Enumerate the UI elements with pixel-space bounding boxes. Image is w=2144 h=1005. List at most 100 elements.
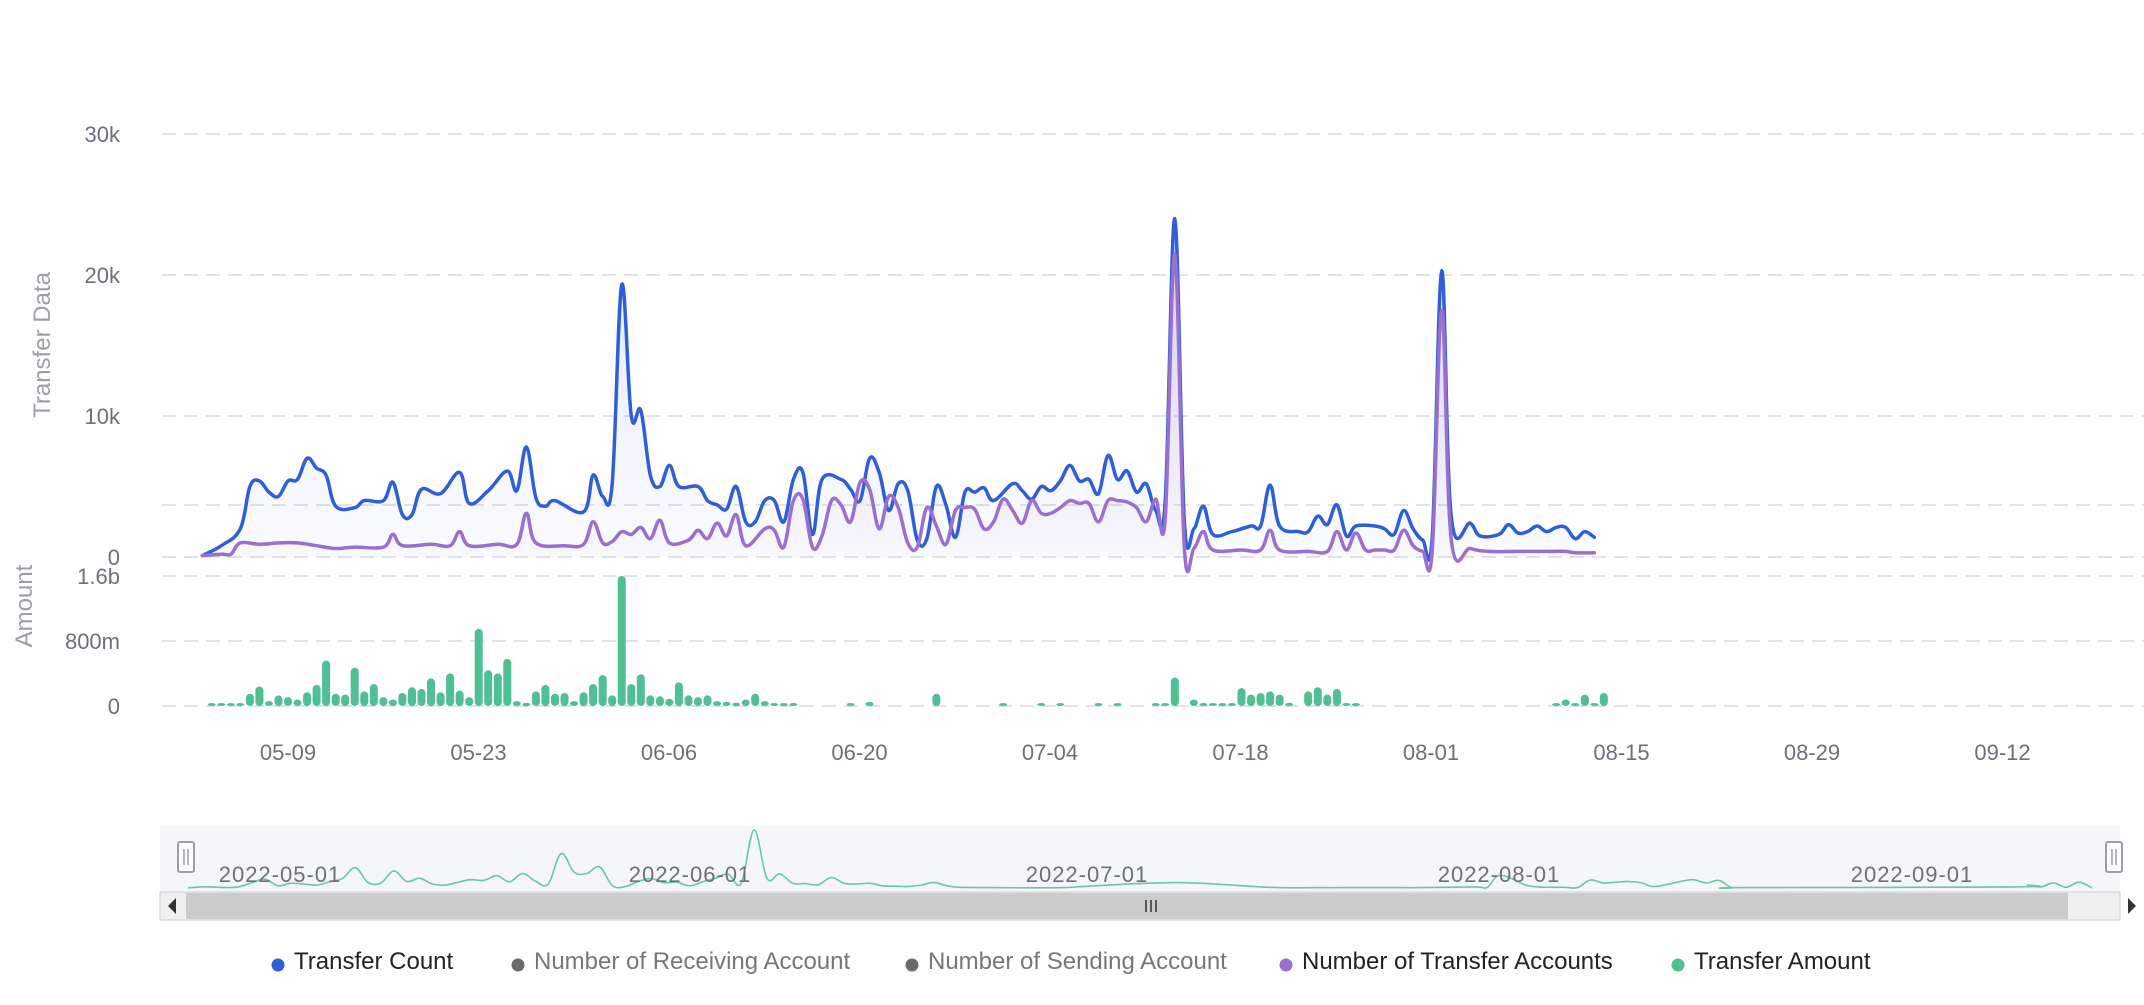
y-axis-title-bottom: Amount (11, 564, 38, 647)
y-tick-label-bottom: 1.6b (77, 564, 120, 589)
data-zoom-slider[interactable]: 2022-05-01 2022-06-01 2022-07-01 2022-08-01… (159, 826, 2136, 921)
zoom-date-label: 2022-07-01 (1026, 862, 1149, 887)
bar-mark (331, 693, 340, 706)
bar-mark (503, 658, 512, 706)
bar-mark (999, 703, 1008, 706)
zoom-date-label: 2022-08-01 (1438, 862, 1561, 887)
zoom-handle-left-box[interactable] (177, 841, 195, 873)
y-tick-label-top: 20k (85, 263, 121, 288)
bar-mark (379, 697, 388, 706)
bar-mark (493, 673, 502, 706)
bar-mark (1151, 703, 1160, 706)
legend: Transfer Count Number of Receiving Accoun… (271, 948, 1871, 975)
legend-item[interactable]: Number of Receiving Account (511, 948, 851, 975)
bar-mark (579, 692, 588, 706)
bar-mark (789, 703, 798, 706)
legend-marker (1671, 958, 1685, 972)
bar-mark (369, 684, 378, 706)
bar-mark (303, 692, 312, 706)
bar-mark (398, 693, 407, 706)
bar-mark (274, 695, 283, 706)
triangle-left-icon[interactable] (168, 898, 176, 914)
y-tick-label-top: 0 (108, 545, 120, 570)
bar-mark (1218, 703, 1227, 706)
bar-mark (1285, 702, 1294, 707)
legend-label: Number of Sending Account (928, 948, 1227, 975)
triangle-right-icon[interactable] (2128, 898, 2136, 914)
bar-mark (932, 693, 941, 706)
grid-layer (162, 133, 2144, 707)
bar-mark (779, 703, 788, 706)
bar-mark (322, 660, 331, 706)
bar-mark (1256, 693, 1265, 706)
zoom-handle-right-box[interactable] (2105, 841, 2123, 873)
bar-mark (417, 688, 426, 706)
bar-mark (1323, 694, 1332, 706)
bar-mark (427, 678, 435, 706)
zoom-preview-line (187, 829, 2093, 890)
bar-mark (674, 682, 683, 706)
zoom-date-label: 2022-09-01 (1851, 862, 1974, 887)
bar-mark (1037, 703, 1046, 706)
bar-mark (608, 695, 617, 706)
bar-mark (264, 701, 273, 706)
legend-marker (511, 958, 525, 972)
bar-mark (531, 691, 540, 706)
legend-marker (1279, 958, 1293, 972)
bar-mark (732, 702, 741, 707)
bar-mark (255, 686, 264, 706)
zoom-preview (187, 829, 2093, 890)
zoom-scrollbar-thumb[interactable] (186, 893, 2068, 919)
bar-mark (245, 693, 254, 706)
legend-item[interactable]: Number of Transfer Accounts (1279, 948, 1613, 975)
bar-mark (1332, 688, 1341, 706)
bar-mark (217, 703, 226, 706)
y-tick-label-top: 10k (85, 404, 121, 429)
bar-mark (1304, 691, 1313, 706)
bar-mark (1228, 703, 1236, 706)
legend-item[interactable]: Transfer Count (271, 948, 454, 975)
y-tick-label-bottom: 800m (65, 629, 120, 654)
bar-mark (1199, 703, 1208, 706)
bar-mark (512, 701, 521, 706)
bar-mark (713, 701, 722, 706)
bar-mark (551, 693, 559, 706)
bar-mark (1599, 693, 1608, 706)
bar-mark (1275, 694, 1284, 706)
series-line (200, 216, 1597, 562)
bar-mark (446, 673, 455, 706)
legend-item[interactable]: Number of Sending Account (905, 948, 1228, 975)
bar-mark (484, 670, 493, 707)
zoom-handle-right[interactable] (2105, 841, 2123, 873)
bar-mark (598, 675, 607, 706)
line-layer (200, 216, 1597, 574)
bar-mark (655, 696, 664, 707)
bar-mark (1094, 703, 1103, 706)
bar-mark (1590, 703, 1599, 706)
x-tick-label: 06-20 (831, 740, 887, 765)
x-tick-label: 09-12 (1974, 740, 2030, 765)
bar-mark (846, 703, 855, 706)
zoom-handle-left[interactable] (177, 841, 195, 873)
bar-mark (560, 693, 569, 706)
bar-mark (694, 697, 702, 706)
bar-mark (465, 697, 474, 706)
bar-mark (312, 684, 321, 706)
bar-mark (436, 692, 445, 706)
bar-mark (360, 691, 369, 706)
x-tick-label: 08-01 (1403, 740, 1459, 765)
bar-mark (760, 701, 769, 706)
bar-mark (1342, 703, 1351, 706)
bar-mark (646, 695, 655, 706)
x-tick-label: 05-09 (260, 740, 316, 765)
bar-mark (350, 667, 359, 706)
y-tick-label-top: 30k (85, 122, 121, 147)
y-axis-title-top: Transfer Data (29, 271, 56, 417)
bar-mark (1266, 691, 1275, 706)
zoom-date-label: 2022-06-01 (629, 862, 752, 887)
legend-item[interactable]: Transfer Amount (1671, 948, 1871, 975)
bar-mark (1351, 703, 1360, 706)
bar-mark (541, 684, 550, 706)
